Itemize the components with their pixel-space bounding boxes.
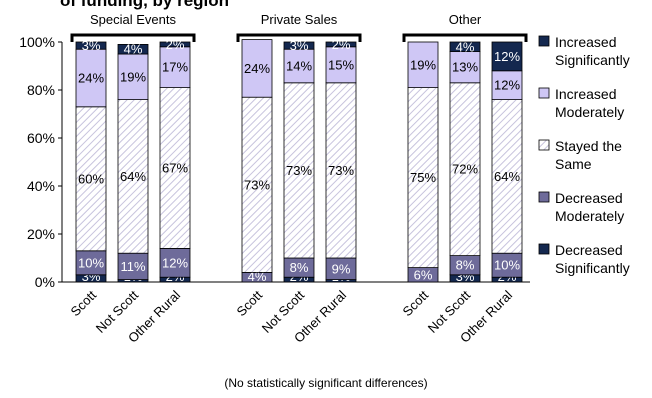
y-tick-label: 20% [27,226,55,242]
footnote: (No statistically significant difference… [224,376,428,390]
bar-segment [283,82,315,259]
legend-label: Increased [555,86,616,102]
data-label: 2% [332,37,351,52]
data-label: 19% [120,69,146,84]
legend-label: Significantly [555,260,630,276]
group-label: Other [449,12,482,27]
legend-label: Moderately [555,104,624,120]
bar-segment [407,41,439,88]
bar-segment [325,41,357,48]
bar-segment [159,247,191,278]
data-label: 64% [494,169,520,184]
bar-segment [491,41,523,72]
data-label: 8% [290,260,309,275]
bar-segment [159,41,191,48]
legend-swatch [538,87,550,99]
group-bracket [236,33,362,42]
data-label: 67% [162,161,188,176]
data-label: 13% [452,60,478,75]
legend-swatch [538,139,550,151]
data-label: 11% [120,259,145,274]
bar-segment [159,87,191,249]
data-label: 60% [78,171,104,186]
bar-segment [241,39,273,98]
y-tick-label: 40% [27,178,55,194]
x-tick-label: Scott [234,287,266,319]
data-label: 4% [124,42,143,57]
data-label: 24% [244,61,270,76]
bar-segment [117,44,149,55]
data-label: 17% [162,60,188,75]
bar-segment [117,53,149,100]
data-label: 10% [78,255,104,270]
data-label: 8% [456,258,475,273]
legend-label: Decreased [555,242,623,258]
y-tick-label: 60% [27,130,55,146]
legend-label: Stayed the [555,138,622,154]
group-label: Private Sales [261,12,338,27]
data-label: 24% [78,71,104,86]
bar-segment [283,41,315,50]
data-label: 72% [452,162,478,177]
bar-segment [491,99,523,254]
bar-segment [449,41,481,53]
group-label: Special Events [90,12,176,27]
data-label: 19% [410,57,436,72]
bar-segment [75,106,107,252]
data-label: 12% [494,49,520,64]
plot-area: 0%20%40%60%80%100%3%10%60%24%3%1%11%64%1… [19,12,630,346]
data-label: 3% [290,38,309,53]
data-label: 10% [494,258,520,273]
legend-swatch [538,35,550,47]
bar-segment [241,96,273,273]
data-label: 73% [244,177,270,192]
x-tick-label: Scott [68,287,100,319]
data-label: 64% [120,169,146,184]
bar-segment [491,70,523,101]
data-label: 6% [414,267,433,282]
bar-segment [325,46,357,84]
data-label: 9% [332,261,351,276]
data-label: 3% [82,38,101,53]
data-label: 75% [410,170,436,185]
data-label: 14% [286,59,312,74]
y-tick-label: 80% [27,82,55,98]
data-label: 12% [162,255,188,270]
legend-label: Moderately [555,208,624,224]
y-tick-label: 0% [35,274,55,290]
bar-segment [407,87,439,268]
bar-segment [325,82,357,259]
x-tick-label: Scott [400,287,432,319]
data-label: 2% [166,37,185,52]
bar-segment [491,252,523,278]
legend-swatch [538,191,550,203]
bar-segment [449,82,481,257]
data-label: 12% [494,78,520,93]
group-bracket [70,33,196,42]
legend-label: Same [555,156,592,172]
data-label: 73% [286,163,312,178]
legend-label: Significantly [555,52,630,68]
bar-segment [75,250,107,276]
legend-label: Decreased [555,190,623,206]
data-label: 15% [328,57,354,72]
legend-label: Increased [555,34,616,50]
y-tick-label: 100% [19,34,55,50]
data-label: 4% [456,39,475,54]
group-bracket [402,33,528,42]
data-label: 73% [328,163,354,178]
chart-title-fragment: of funding, by region [60,0,230,10]
bar-segment [75,41,107,50]
legend-swatch [538,243,550,255]
bar-segment [75,48,107,108]
